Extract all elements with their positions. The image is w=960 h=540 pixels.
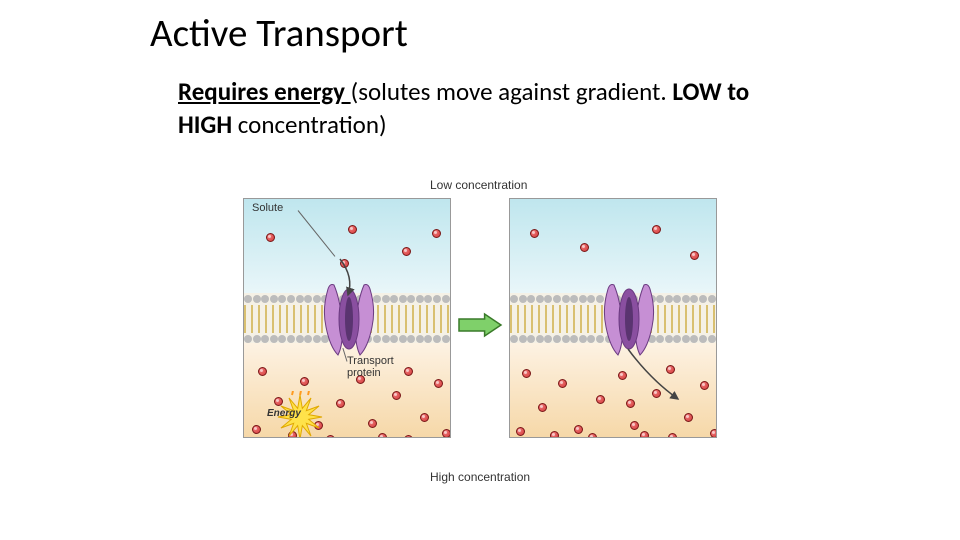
solute-icon — [432, 229, 441, 238]
page-title: Active Transport — [150, 10, 408, 57]
solute-icon — [588, 433, 597, 438]
solute-icon — [378, 433, 387, 438]
solute-icon — [258, 367, 267, 376]
solute-icon — [652, 389, 661, 398]
subtitle-part-1: Requires energy — [178, 76, 351, 107]
solute-icon — [652, 225, 661, 234]
solute-icon — [618, 371, 627, 380]
panel-after — [509, 198, 717, 438]
label-high-concentration: High concentration — [430, 470, 530, 484]
solute-icon — [420, 413, 429, 422]
subtitle: Requires energy (solutes move against gr… — [178, 76, 798, 141]
subtitle-part-2: (solutes move against gradient. — [351, 76, 673, 107]
subtitle-part-4: concentration) — [232, 109, 386, 140]
solute-icon — [522, 369, 531, 378]
solute-icon — [626, 399, 635, 408]
solute-icon — [640, 431, 649, 438]
solute-icon — [630, 421, 639, 430]
solute-icon — [516, 427, 525, 436]
solute-icon — [690, 251, 699, 260]
panel-before — [243, 198, 451, 438]
solute-icon — [538, 403, 547, 412]
label-solute: Solute — [252, 202, 283, 214]
solute-icon — [530, 229, 539, 238]
label-transport-protein: Transport protein — [347, 355, 394, 379]
solute-icon — [558, 379, 567, 388]
solute-icon — [700, 381, 709, 390]
solute-icon — [710, 429, 717, 438]
solute-icon — [666, 365, 675, 374]
solute-icon — [266, 233, 275, 242]
solute-icon — [550, 431, 559, 438]
solute-icon — [368, 419, 377, 428]
solute-icon — [300, 377, 309, 386]
solute-icon — [348, 225, 357, 234]
extracellular-region-right — [510, 199, 716, 293]
solute-icon — [684, 413, 693, 422]
solute-icon — [596, 395, 605, 404]
solute-icon — [336, 399, 345, 408]
active-transport-diagram: Low concentration High concentration Sol… — [235, 180, 725, 480]
solute-icon — [392, 391, 401, 400]
solute-icon — [574, 425, 583, 434]
solute-icon — [252, 425, 261, 434]
solute-icon — [434, 379, 443, 388]
step-arrow-icon — [457, 310, 503, 340]
label-low-concentration: Low concentration — [430, 178, 527, 192]
transport-protein-icon — [602, 281, 656, 359]
solute-icon — [668, 433, 677, 438]
solute-icon — [326, 435, 335, 438]
solute-icon — [402, 247, 411, 256]
solute-icon — [442, 429, 451, 438]
solute-icon — [404, 435, 413, 438]
solute-icon — [580, 243, 589, 252]
label-energy: Energy — [267, 408, 301, 419]
transport-protein-icon — [322, 281, 376, 359]
solute-icon — [340, 259, 349, 268]
solute-icon — [404, 367, 413, 376]
